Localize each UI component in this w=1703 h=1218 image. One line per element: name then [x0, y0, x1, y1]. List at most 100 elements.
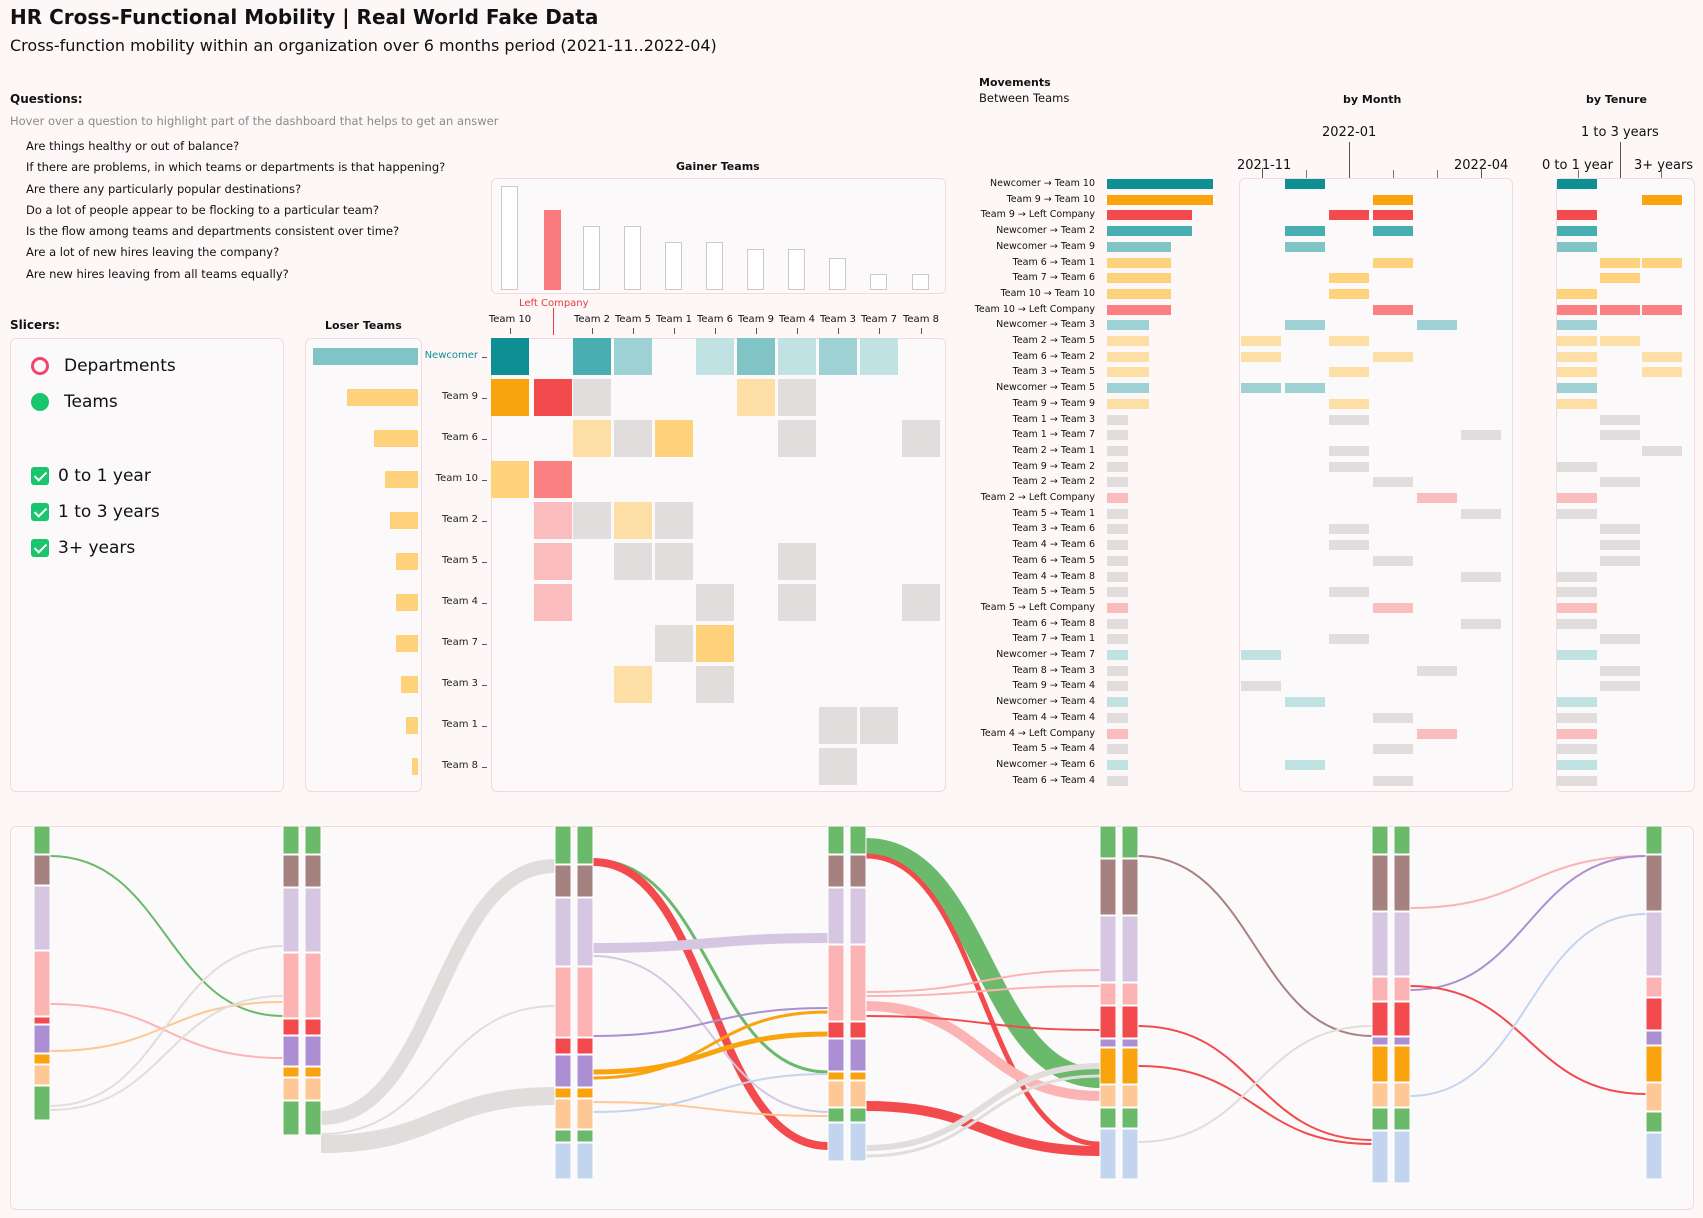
matrix-cell[interactable]	[778, 543, 816, 580]
month-bar[interactable]	[1329, 367, 1369, 378]
month-bar[interactable]	[1329, 587, 1369, 598]
month-bar[interactable]	[1329, 273, 1369, 284]
tenure-bar[interactable]	[1557, 744, 1597, 755]
matrix-cell[interactable]	[614, 420, 652, 457]
tenure-bar[interactable]	[1557, 226, 1597, 237]
tenure-bar[interactable]	[1557, 461, 1597, 472]
movement-bar[interactable]	[1107, 179, 1213, 189]
question-item[interactable]: Is the flow among teams and departments …	[26, 224, 400, 239]
matrix-cell[interactable]	[696, 338, 734, 375]
movement-bar[interactable]	[1107, 728, 1129, 739]
tenure-bar[interactable]	[1600, 414, 1640, 425]
tenure-bar[interactable]	[1642, 257, 1682, 268]
tenure-bar[interactable]	[1600, 430, 1640, 441]
tenure-bar[interactable]	[1557, 493, 1597, 503]
gainer-bar[interactable]	[706, 241, 723, 290]
tenure-bar[interactable]	[1557, 367, 1597, 378]
tenure-bar[interactable]	[1557, 304, 1597, 315]
tenure-bar[interactable]	[1557, 587, 1597, 598]
loser-bar[interactable]	[313, 348, 418, 365]
movement-bar[interactable]	[1107, 445, 1129, 456]
month-bar[interactable]	[1241, 650, 1281, 660]
movement-bar[interactable]	[1107, 540, 1129, 551]
movement-bar[interactable]	[1107, 414, 1129, 425]
tenure-bar[interactable]	[1557, 210, 1597, 221]
month-bar[interactable]	[1285, 759, 1325, 770]
month-bar[interactable]	[1285, 697, 1325, 708]
movement-bar[interactable]	[1107, 508, 1129, 519]
question-item[interactable]: Are new hires leaving from all teams equ…	[26, 266, 289, 281]
tenure-0-1-checkbox[interactable]: 0 to 1 year	[31, 466, 151, 486]
question-item[interactable]: If there are problems, in which teams or…	[26, 160, 446, 175]
tenure-bar[interactable]	[1600, 257, 1640, 268]
movement-bar[interactable]	[1107, 681, 1129, 692]
gainer-bar[interactable]	[624, 225, 641, 290]
matrix-cell[interactable]	[778, 338, 816, 375]
movement-bar[interactable]	[1107, 461, 1129, 472]
gainer-bar[interactable]	[747, 249, 764, 290]
movement-bar[interactable]	[1107, 697, 1129, 708]
matrix-cell[interactable]	[696, 625, 734, 662]
matrix-cell[interactable]	[534, 584, 572, 621]
movement-bar[interactable]	[1107, 383, 1150, 394]
tenure-bar[interactable]	[1642, 445, 1682, 456]
month-bar[interactable]	[1329, 634, 1369, 645]
month-bar[interactable]	[1373, 226, 1413, 237]
month-bar[interactable]	[1329, 524, 1369, 535]
tenure-bar[interactable]	[1557, 320, 1597, 331]
month-bar[interactable]	[1329, 398, 1369, 409]
movement-bar[interactable]	[1107, 650, 1129, 660]
matrix-cell[interactable]	[860, 338, 898, 375]
matrix-cell[interactable]	[902, 420, 940, 457]
tenure-bar[interactable]	[1600, 273, 1640, 284]
movement-bar[interactable]	[1107, 493, 1129, 503]
matrix-cell[interactable]	[819, 707, 857, 744]
teams-option[interactable]: Teams	[31, 392, 118, 412]
month-bar[interactable]	[1373, 555, 1413, 566]
matrix-cell[interactable]	[614, 543, 652, 580]
month-bar[interactable]	[1241, 681, 1281, 692]
tenure-bar[interactable]	[1557, 618, 1597, 629]
movement-bar[interactable]	[1107, 241, 1171, 252]
loser-bar[interactable]	[411, 758, 418, 775]
tenure-bar[interactable]	[1557, 650, 1597, 660]
tenure-bar[interactable]	[1600, 555, 1640, 566]
matrix-cell[interactable]	[737, 338, 775, 375]
matrix-cell[interactable]	[491, 379, 529, 416]
movement-bar[interactable]	[1107, 257, 1171, 268]
matrix-cell[interactable]	[573, 379, 611, 416]
loser-bar[interactable]	[395, 553, 418, 570]
matrix-cell[interactable]	[534, 543, 572, 580]
month-bar[interactable]	[1461, 618, 1501, 629]
month-bar[interactable]	[1329, 461, 1369, 472]
matrix-cell[interactable]	[614, 666, 652, 703]
matrix-cell[interactable]	[819, 338, 857, 375]
month-bar[interactable]	[1241, 351, 1281, 362]
month-bar[interactable]	[1285, 179, 1325, 189]
question-item[interactable]: Do a lot of people appear to be flocking…	[26, 202, 379, 217]
loser-bar[interactable]	[385, 471, 418, 488]
movement-bar[interactable]	[1107, 288, 1171, 299]
matrix-cell[interactable]	[573, 502, 611, 539]
month-bar[interactable]	[1373, 257, 1413, 268]
tenure-bar[interactable]	[1557, 775, 1597, 786]
month-bar[interactable]	[1373, 602, 1413, 613]
tenure-bar[interactable]	[1557, 241, 1597, 252]
month-bar[interactable]	[1417, 665, 1457, 676]
tenure-bar[interactable]	[1600, 304, 1640, 315]
tenure-bar[interactable]	[1557, 571, 1597, 582]
month-bar[interactable]	[1373, 744, 1413, 755]
departments-option[interactable]: Departments	[31, 356, 176, 376]
month-bar[interactable]	[1373, 194, 1413, 205]
tenure-bar[interactable]	[1557, 179, 1597, 189]
question-item[interactable]: Are things healthy or out of balance?	[26, 139, 240, 153]
matrix-cell[interactable]	[534, 379, 572, 416]
movement-bar[interactable]	[1107, 587, 1129, 598]
month-bar[interactable]	[1417, 320, 1457, 331]
movement-bar[interactable]	[1107, 712, 1129, 723]
matrix-cell[interactable]	[491, 338, 529, 375]
gainer-bar[interactable]	[583, 225, 600, 290]
month-bar[interactable]	[1373, 351, 1413, 362]
month-bar[interactable]	[1461, 571, 1501, 582]
question-item[interactable]: Are there any particularly popular desti…	[26, 181, 302, 196]
